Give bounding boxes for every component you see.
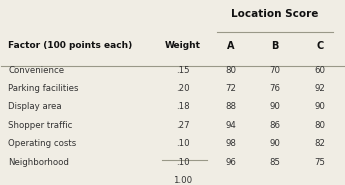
- Text: 80: 80: [314, 121, 325, 130]
- Text: 75: 75: [314, 158, 325, 167]
- Text: 82: 82: [314, 139, 325, 148]
- Text: Display area: Display area: [8, 102, 62, 111]
- Text: A: A: [227, 41, 235, 51]
- Text: Operating costs: Operating costs: [8, 139, 77, 148]
- Text: 90: 90: [270, 139, 280, 148]
- Text: .15: .15: [176, 65, 190, 75]
- Text: 96: 96: [225, 158, 236, 167]
- Text: Weight: Weight: [165, 41, 201, 51]
- Text: 72: 72: [225, 84, 236, 93]
- Text: 94: 94: [225, 121, 236, 130]
- Text: 70: 70: [270, 65, 281, 75]
- Text: Neighborhood: Neighborhood: [8, 158, 69, 167]
- Text: 86: 86: [270, 121, 281, 130]
- Text: 98: 98: [225, 139, 236, 148]
- Text: Factor (100 points each): Factor (100 points each): [8, 41, 132, 51]
- Text: .18: .18: [176, 102, 190, 111]
- Text: 88: 88: [225, 102, 236, 111]
- Text: 92: 92: [314, 84, 325, 93]
- Text: .27: .27: [176, 121, 190, 130]
- Text: 80: 80: [225, 65, 236, 75]
- Text: 1.00: 1.00: [173, 176, 192, 185]
- Text: Location Score: Location Score: [231, 9, 319, 19]
- Text: .10: .10: [176, 139, 190, 148]
- Text: Shopper traffic: Shopper traffic: [8, 121, 72, 130]
- Text: 60: 60: [314, 65, 325, 75]
- Text: 90: 90: [270, 102, 280, 111]
- Text: Parking facilities: Parking facilities: [8, 84, 79, 93]
- Text: C: C: [316, 41, 323, 51]
- Text: Convenience: Convenience: [8, 65, 65, 75]
- Text: 85: 85: [270, 158, 281, 167]
- Text: .20: .20: [176, 84, 190, 93]
- Text: 90: 90: [314, 102, 325, 111]
- Text: B: B: [272, 41, 279, 51]
- Text: .10: .10: [176, 158, 190, 167]
- Text: 76: 76: [270, 84, 281, 93]
